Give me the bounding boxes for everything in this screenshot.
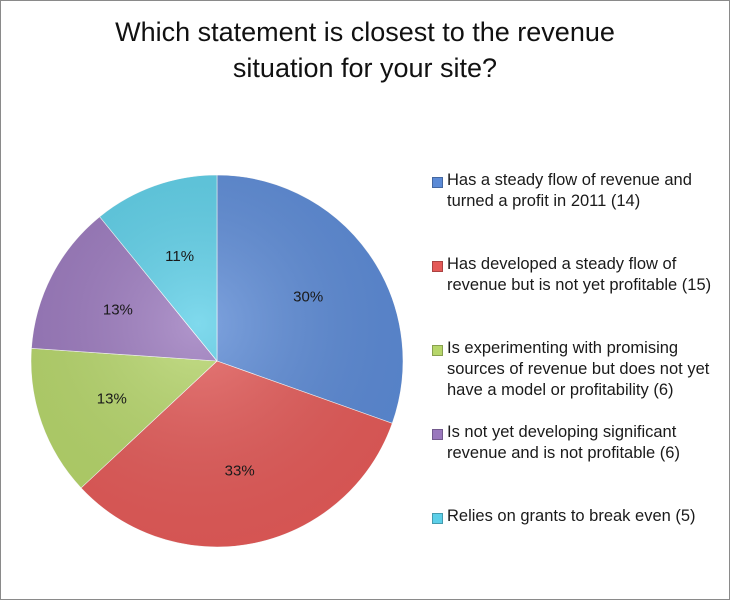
slice-label-experimenting: 13%: [97, 390, 127, 407]
legend-label-steady-not-profitable: Has developed a steady flow of revenue b…: [447, 255, 712, 294]
legend-swatch-steady-not-profitable: [432, 261, 443, 272]
slice-label-grants: 11%: [165, 248, 194, 265]
legend-swatch-experimenting: [432, 345, 443, 356]
legend-label-steady-profit: Has a steady flow of revenue and turned …: [447, 171, 692, 210]
legend-swatch-not-developing: [432, 429, 443, 440]
legend-swatch-steady-profit: [432, 177, 443, 188]
slice-label-steady-profit: 30%: [293, 289, 323, 306]
legend-label-experimenting: Is experimenting with promising sources …: [447, 339, 710, 399]
legend-label-not-developing: Is not yet developing significant revenu…: [447, 423, 680, 462]
chart-title: Which statement is closest to the revenu…: [40, 14, 690, 86]
slice-label-steady-not-profitable: 33%: [225, 462, 255, 479]
legend-label-grants: Relies on grants to break even (5): [447, 507, 696, 525]
slice-label-not-developing: 13%: [103, 302, 133, 319]
chart-title-line-1: Which statement is closest to the revenu…: [115, 17, 615, 47]
chart-title-line-2: situation for your site?: [232, 53, 498, 83]
legend-swatch-grants: [432, 513, 443, 524]
